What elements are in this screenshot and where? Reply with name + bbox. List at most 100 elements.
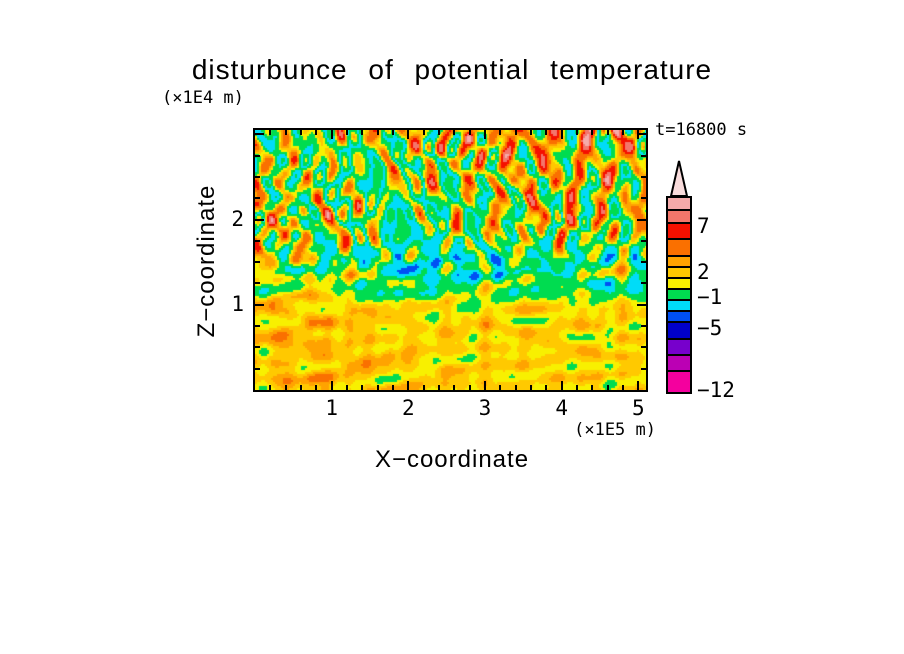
colorbar-overflow-arrow	[669, 160, 689, 197]
x-minor-tick	[392, 385, 394, 390]
y-major-tick	[637, 219, 646, 221]
x-minor-tick	[499, 130, 501, 135]
x-major-tick	[331, 381, 333, 390]
y-minor-tick	[255, 240, 260, 242]
x-minor-tick	[438, 130, 440, 135]
x-minor-tick	[469, 130, 471, 135]
y-minor-tick	[641, 261, 646, 263]
y-minor-tick	[641, 240, 646, 242]
x-minor-tick	[607, 385, 609, 390]
y-tick-label: 1	[231, 291, 244, 316]
x-major-tick	[331, 130, 333, 139]
colorbar-segment	[668, 340, 690, 356]
y-minor-tick	[641, 325, 646, 327]
x-minor-tick	[453, 385, 455, 390]
y-minor-tick	[641, 282, 646, 284]
colorbar-label: 2	[697, 260, 710, 284]
x-minor-tick	[377, 130, 379, 135]
x-tick-label: 1	[325, 396, 338, 420]
colorbar-segment	[668, 240, 690, 257]
colorbar-segment	[668, 279, 690, 290]
y-minor-tick	[641, 176, 646, 178]
y-major-tick	[637, 304, 646, 306]
x-axis-unit-label: (×1E5 m)	[574, 420, 656, 440]
x-major-tick	[561, 130, 563, 139]
colorbar-segment	[668, 323, 690, 340]
colorbar	[666, 196, 692, 394]
y-minor-tick	[641, 197, 646, 199]
colorbar-segment	[668, 290, 690, 301]
x-minor-tick	[285, 385, 287, 390]
y-minor-tick	[255, 368, 260, 370]
x-minor-tick	[469, 385, 471, 390]
x-minor-tick	[530, 385, 532, 390]
chart-title: disturbunce of potential temperature	[191, 54, 713, 85]
y-minor-tick	[641, 368, 646, 370]
x-major-tick	[407, 381, 409, 390]
colorbar-label: −12	[697, 378, 735, 402]
x-minor-tick	[622, 385, 624, 390]
colorbar-label: −5	[697, 316, 723, 340]
x-minor-tick	[622, 130, 624, 135]
x-major-tick	[637, 381, 639, 390]
x-minor-tick	[300, 130, 302, 135]
x-tick-label: 2	[402, 396, 415, 420]
y-major-tick	[255, 219, 264, 221]
x-minor-tick	[438, 385, 440, 390]
y-minor-tick	[641, 346, 646, 348]
colorbar-segment	[668, 312, 690, 323]
x-minor-tick	[423, 385, 425, 390]
x-minor-tick	[423, 130, 425, 135]
x-tick-label: 4	[555, 396, 568, 420]
x-minor-tick	[315, 130, 317, 135]
colorbar-segment	[668, 257, 690, 268]
y-minor-tick	[255, 155, 260, 157]
plot-frame	[253, 128, 648, 392]
x-minor-tick	[545, 130, 547, 135]
colorbar-segment	[668, 356, 690, 372]
x-minor-tick	[530, 130, 532, 135]
temperature-field-canvas	[255, 130, 646, 390]
colorbar-label: −1	[697, 285, 723, 309]
x-minor-tick	[499, 385, 501, 390]
x-minor-tick	[607, 130, 609, 135]
y-minor-tick	[255, 346, 260, 348]
y-minor-tick	[255, 197, 260, 199]
x-minor-tick	[515, 385, 517, 390]
x-minor-tick	[361, 130, 363, 135]
y-axis-unit-label: (×1E4 m)	[162, 88, 244, 108]
x-major-tick	[484, 381, 486, 390]
y-major-tick	[637, 133, 646, 135]
x-minor-tick	[361, 385, 363, 390]
colorbar-segment	[668, 301, 690, 312]
colorbar-label: 7	[697, 214, 710, 238]
x-major-tick	[407, 130, 409, 139]
x-minor-tick	[576, 130, 578, 135]
x-minor-tick	[392, 130, 394, 135]
colorbar-segment	[668, 198, 690, 211]
colorbar-segment	[668, 268, 690, 279]
y-major-tick	[255, 133, 264, 135]
x-minor-tick	[576, 385, 578, 390]
x-tick-label: 3	[478, 396, 492, 420]
colorbar-segment	[668, 224, 690, 240]
x-minor-tick	[545, 385, 547, 390]
x-minor-tick	[591, 385, 593, 390]
x-minor-tick	[315, 385, 317, 390]
colorbar-segment	[668, 211, 690, 224]
x-minor-tick	[300, 385, 302, 390]
x-major-tick	[561, 381, 563, 390]
y-major-tick	[255, 304, 264, 306]
y-minor-tick	[255, 325, 260, 327]
x-minor-tick	[285, 130, 287, 135]
y-minor-tick	[641, 155, 646, 157]
x-minor-tick	[269, 385, 271, 390]
x-minor-tick	[591, 130, 593, 135]
y-tick-label: 2	[231, 206, 244, 231]
y-minor-tick	[255, 176, 260, 178]
x-minor-tick	[346, 130, 348, 135]
x-minor-tick	[453, 130, 455, 135]
time-label: t=16800 s	[655, 120, 748, 140]
x-tick-label: 5	[632, 396, 645, 420]
